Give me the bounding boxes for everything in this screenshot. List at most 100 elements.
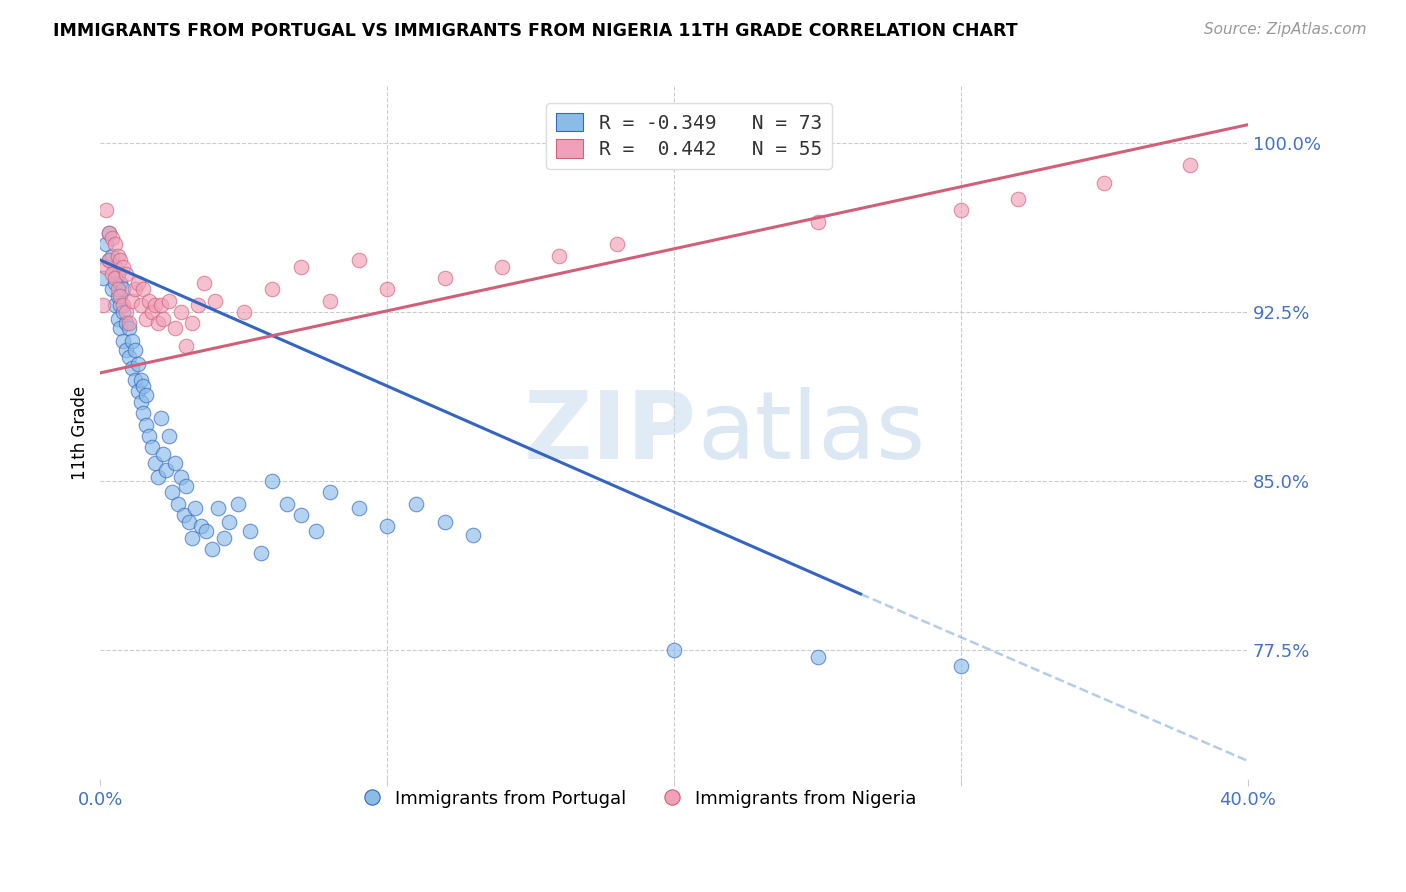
Legend: Immigrants from Portugal, Immigrants from Nigeria: Immigrants from Portugal, Immigrants fro…	[356, 782, 924, 815]
Point	[110, 320, 132, 334]
Point	[104, 260, 127, 274]
Point	[232, 305, 254, 319]
Point	[433, 515, 456, 529]
Point	[121, 293, 143, 308]
Point	[163, 320, 186, 334]
Point	[157, 429, 180, 443]
Point	[155, 463, 177, 477]
Point	[101, 267, 124, 281]
Point	[110, 298, 132, 312]
Point	[173, 508, 195, 522]
Point	[112, 260, 135, 274]
Point	[152, 311, 174, 326]
Y-axis label: 11th Grade: 11th Grade	[72, 385, 89, 480]
Point	[143, 456, 166, 470]
Point	[94, 203, 117, 218]
Point	[97, 226, 120, 240]
Point	[204, 293, 226, 308]
Point	[112, 334, 135, 349]
Point	[127, 357, 149, 371]
Point	[115, 316, 138, 330]
Point	[124, 343, 146, 358]
Point	[124, 373, 146, 387]
Point	[548, 248, 571, 262]
Point	[101, 282, 124, 296]
Point	[201, 541, 224, 556]
Point	[132, 407, 155, 421]
Point	[160, 485, 183, 500]
Point	[94, 237, 117, 252]
Point	[94, 260, 117, 274]
Point	[806, 650, 828, 665]
Point	[115, 343, 138, 358]
Point	[132, 282, 155, 296]
Point	[118, 316, 141, 330]
Point	[190, 519, 212, 533]
Point	[212, 531, 235, 545]
Point	[91, 271, 114, 285]
Point	[97, 253, 120, 268]
Point	[806, 215, 828, 229]
Point	[347, 501, 370, 516]
Point	[226, 497, 249, 511]
Point	[276, 497, 298, 511]
Text: Source: ZipAtlas.com: Source: ZipAtlas.com	[1204, 22, 1367, 37]
Point	[290, 508, 312, 522]
Point	[157, 293, 180, 308]
Point	[121, 361, 143, 376]
Point	[319, 485, 342, 500]
Point	[1007, 192, 1029, 206]
Point	[405, 497, 427, 511]
Point	[135, 417, 157, 432]
Point	[129, 298, 152, 312]
Point	[193, 276, 215, 290]
Point	[127, 276, 149, 290]
Point	[107, 267, 129, 281]
Point	[124, 282, 146, 296]
Text: atlas: atlas	[697, 386, 925, 479]
Point	[104, 276, 127, 290]
Point	[170, 305, 193, 319]
Point	[149, 411, 172, 425]
Point	[433, 271, 456, 285]
Point	[129, 395, 152, 409]
Point	[262, 282, 284, 296]
Text: IMMIGRANTS FROM PORTUGAL VS IMMIGRANTS FROM NIGERIA 11TH GRADE CORRELATION CHART: IMMIGRANTS FROM PORTUGAL VS IMMIGRANTS F…	[53, 22, 1018, 40]
Point	[184, 501, 207, 516]
Point	[118, 350, 141, 364]
Point	[146, 316, 169, 330]
Point	[107, 282, 129, 296]
Point	[207, 501, 229, 516]
Point	[107, 311, 129, 326]
Point	[138, 429, 160, 443]
Point	[104, 237, 127, 252]
Point	[166, 497, 188, 511]
Point	[149, 298, 172, 312]
Point	[91, 298, 114, 312]
Point	[375, 519, 398, 533]
Point	[304, 524, 326, 538]
Point	[97, 226, 120, 240]
Point	[250, 546, 273, 560]
Point	[1092, 177, 1115, 191]
Point	[104, 271, 127, 285]
Point	[606, 237, 628, 252]
Point	[112, 282, 135, 296]
Point	[218, 515, 240, 529]
Point	[101, 230, 124, 244]
Point	[238, 524, 260, 538]
Point	[138, 293, 160, 308]
Text: ZIP: ZIP	[524, 386, 697, 479]
Point	[181, 531, 204, 545]
Point	[262, 474, 284, 488]
Point	[112, 305, 135, 319]
Point	[152, 447, 174, 461]
Point	[146, 469, 169, 483]
Point	[115, 267, 138, 281]
Point	[97, 253, 120, 268]
Point	[127, 384, 149, 398]
Point	[170, 469, 193, 483]
Point	[101, 248, 124, 262]
Point	[129, 373, 152, 387]
Point	[1180, 158, 1202, 172]
